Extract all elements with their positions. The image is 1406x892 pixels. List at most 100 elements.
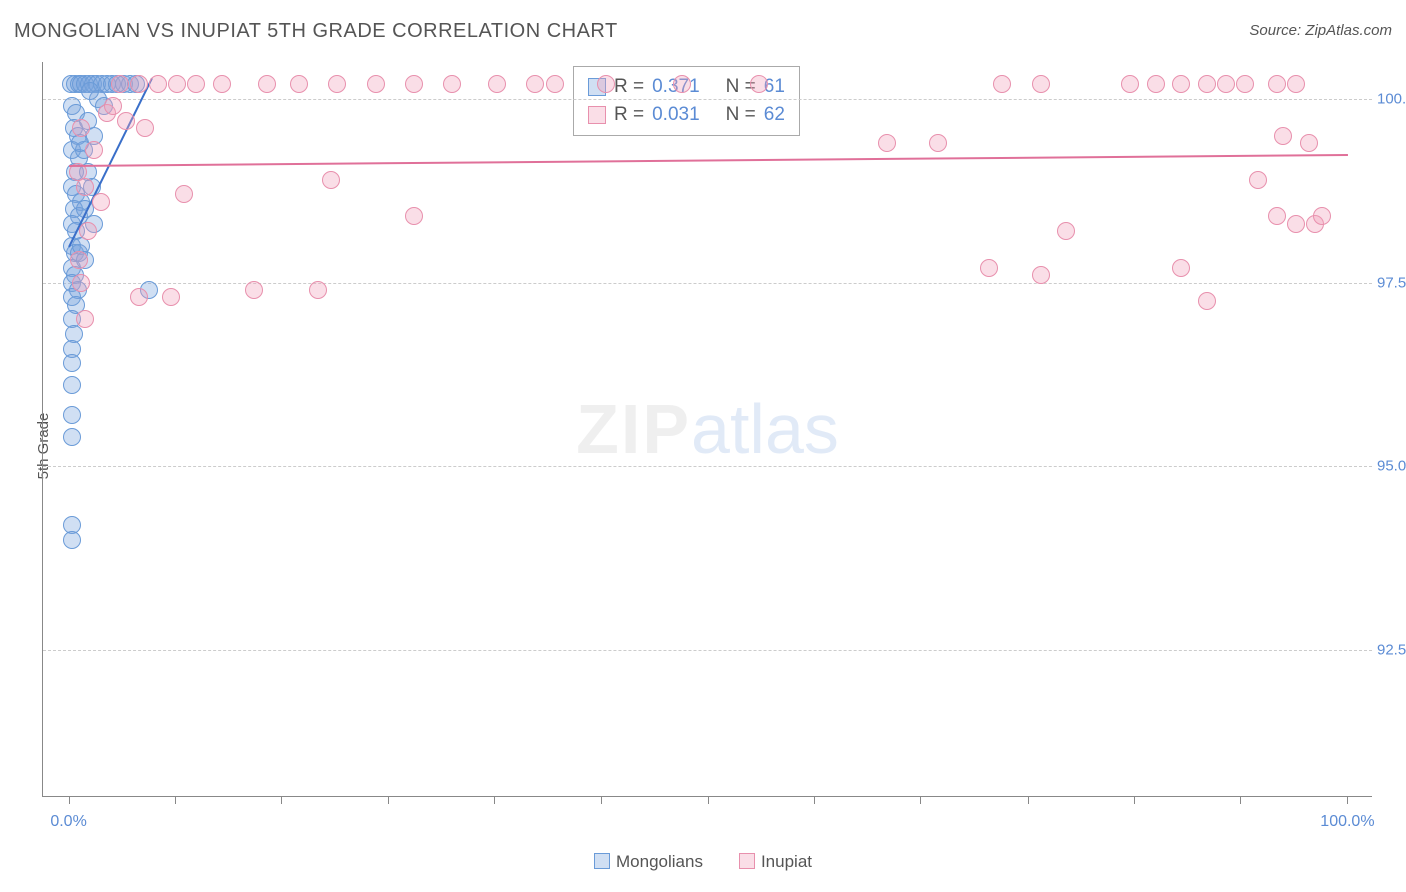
gridline xyxy=(43,99,1372,100)
source-prefix: Source: xyxy=(1249,22,1305,39)
data-point xyxy=(85,141,103,159)
x-tick xyxy=(1240,796,1241,804)
y-tick-label: 100.0% xyxy=(1377,90,1406,107)
data-point xyxy=(405,207,423,225)
data-point xyxy=(929,134,947,152)
data-point xyxy=(92,193,110,211)
data-point xyxy=(1268,75,1286,93)
data-point xyxy=(162,288,180,306)
data-point xyxy=(488,75,506,93)
data-point xyxy=(72,119,90,137)
data-point xyxy=(673,75,691,93)
source-attribution: Source: ZipAtlas.com xyxy=(1249,22,1392,39)
watermark-zip: ZIP xyxy=(576,390,691,468)
data-point xyxy=(149,75,167,93)
x-tick xyxy=(1028,796,1029,804)
data-point xyxy=(245,281,263,299)
n-value: 62 xyxy=(764,101,785,129)
data-point xyxy=(76,310,94,328)
gridline xyxy=(43,283,1372,284)
x-tick xyxy=(175,796,176,804)
data-point xyxy=(328,75,346,93)
watermark: ZIPatlas xyxy=(576,389,839,469)
data-point xyxy=(443,75,461,93)
chart-header: MONGOLIAN VS INUPIAT 5TH GRADE CORRELATI… xyxy=(14,20,1392,50)
legend-swatch xyxy=(588,106,606,124)
legend-item: Inupiat xyxy=(739,852,812,871)
x-tick xyxy=(1347,796,1348,804)
data-point xyxy=(1198,75,1216,93)
n-label: N = xyxy=(726,101,756,129)
data-point xyxy=(1287,215,1305,233)
x-tick xyxy=(708,796,709,804)
data-point xyxy=(79,222,97,240)
data-point xyxy=(1217,75,1235,93)
scatter-chart: ZIPatlas R =0.371N =61R =0.031N =62 100.… xyxy=(42,62,1372,797)
x-tick-label: 100.0% xyxy=(1320,813,1374,831)
legend-label: Mongolians xyxy=(616,852,703,871)
data-point xyxy=(1147,75,1165,93)
data-point xyxy=(878,134,896,152)
data-point xyxy=(1198,292,1216,310)
data-point xyxy=(750,75,768,93)
watermark-atlas: atlas xyxy=(691,390,839,468)
data-point xyxy=(993,75,1011,93)
data-point xyxy=(104,97,122,115)
data-point xyxy=(546,75,564,93)
chart-title: MONGOLIAN VS INUPIAT 5TH GRADE CORRELATI… xyxy=(14,20,618,42)
data-point xyxy=(526,75,544,93)
r-label: R = xyxy=(614,73,644,101)
data-point xyxy=(980,259,998,277)
data-point xyxy=(72,274,90,292)
data-point xyxy=(168,75,186,93)
y-tick-label: 97.5% xyxy=(1377,274,1406,291)
data-point xyxy=(1313,207,1331,225)
legend-item: Mongolians xyxy=(594,852,703,871)
data-point xyxy=(63,531,81,549)
data-point xyxy=(290,75,308,93)
data-point xyxy=(1300,134,1318,152)
data-point xyxy=(1172,259,1190,277)
x-tick xyxy=(1134,796,1135,804)
data-point xyxy=(322,171,340,189)
data-point xyxy=(597,75,615,93)
x-tick xyxy=(69,796,70,804)
x-tick xyxy=(281,796,282,804)
y-tick-label: 95.0% xyxy=(1377,458,1406,475)
data-point xyxy=(130,75,148,93)
data-point xyxy=(63,428,81,446)
source-link[interactable]: ZipAtlas.com xyxy=(1305,22,1392,39)
data-point xyxy=(63,376,81,394)
regression-line xyxy=(69,154,1348,167)
data-point xyxy=(405,75,423,93)
data-point xyxy=(1032,266,1050,284)
data-point xyxy=(309,281,327,299)
data-point xyxy=(81,82,99,100)
data-point xyxy=(1032,75,1050,93)
stats-row: R =0.031N =62 xyxy=(588,101,785,129)
data-point xyxy=(258,75,276,93)
data-point xyxy=(1287,75,1305,93)
data-point xyxy=(1268,207,1286,225)
data-point xyxy=(63,406,81,424)
x-tick xyxy=(494,796,495,804)
data-point xyxy=(1172,75,1190,93)
data-point xyxy=(136,119,154,137)
data-point xyxy=(367,75,385,93)
data-point xyxy=(63,354,81,372)
x-tick xyxy=(814,796,815,804)
data-point xyxy=(117,112,135,130)
legend-label: Inupiat xyxy=(761,852,812,871)
data-point xyxy=(111,75,129,93)
gridline xyxy=(43,650,1372,651)
x-tick xyxy=(920,796,921,804)
data-point xyxy=(213,75,231,93)
data-point xyxy=(76,178,94,196)
data-point xyxy=(1236,75,1254,93)
data-point xyxy=(130,288,148,306)
data-point xyxy=(1121,75,1139,93)
x-tick xyxy=(601,796,602,804)
data-point xyxy=(1249,171,1267,189)
legend-swatch xyxy=(594,853,610,869)
data-point xyxy=(187,75,205,93)
